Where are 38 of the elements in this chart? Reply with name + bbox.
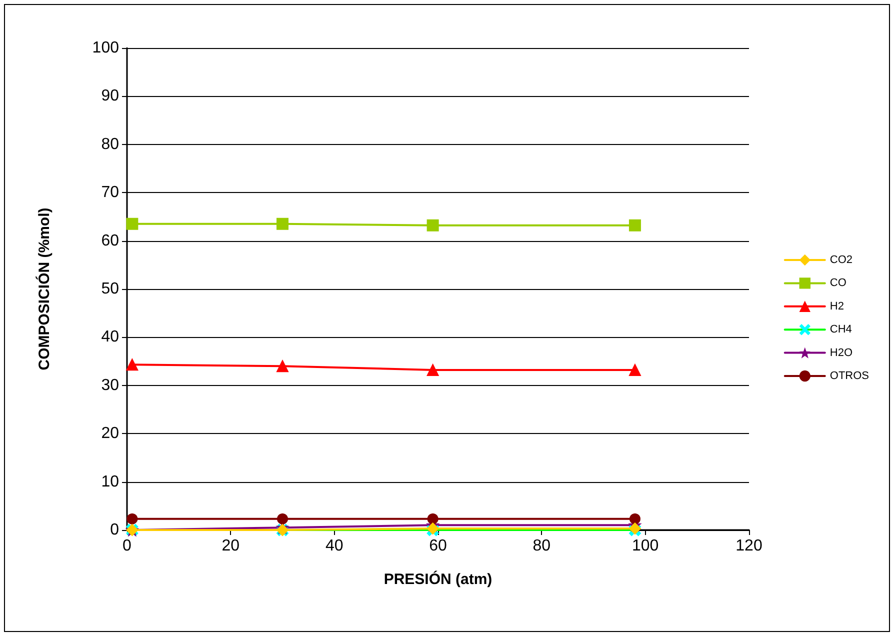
- x-tick-label: 20: [222, 538, 240, 554]
- legend-label: H2: [830, 300, 844, 312]
- x-tick-label: 100: [632, 538, 659, 554]
- legend-label: OTROS: [830, 370, 870, 382]
- point: [126, 218, 138, 230]
- x-tick-label: 80: [532, 538, 551, 554]
- y-tick-label: 80: [101, 136, 120, 153]
- y-tick-label: 50: [101, 280, 120, 298]
- point: [276, 218, 288, 230]
- legend-label: CO: [830, 277, 847, 290]
- point: [426, 219, 439, 232]
- legend-label: CO2: [830, 254, 853, 266]
- y-tick-label: 90: [101, 88, 120, 105]
- y-tick-label: 0: [110, 522, 120, 538]
- x-tick-label: 0: [122, 538, 132, 554]
- point: [126, 513, 138, 524]
- point: [276, 360, 288, 372]
- legend-label: CH4: [830, 324, 852, 336]
- y-tick-label: 10: [101, 473, 120, 490]
- x-tick-label: 60: [429, 538, 447, 554]
- point: [426, 364, 439, 376]
- point: [427, 513, 438, 524]
- point: [628, 219, 641, 232]
- x-axis-title: PRESIÓN (atm): [384, 570, 492, 588]
- y-tick-label: 100: [92, 40, 120, 56]
- x-tick-label: 40: [325, 538, 344, 554]
- y-tick-label: 20: [101, 425, 120, 442]
- y-tick-label: 60: [101, 232, 120, 250]
- y-axis-title: COMPOSICIÓN (%mol): [35, 208, 53, 370]
- point: [628, 364, 641, 376]
- point: [126, 358, 138, 371]
- point: [629, 513, 640, 524]
- legend-label: H2O: [830, 346, 853, 359]
- y-tick-label: 40: [101, 328, 120, 346]
- y-tick-label: 30: [101, 376, 120, 394]
- y-tick-label: 70: [101, 184, 120, 202]
- x-tick-label: 120: [736, 538, 762, 554]
- point: [277, 513, 288, 524]
